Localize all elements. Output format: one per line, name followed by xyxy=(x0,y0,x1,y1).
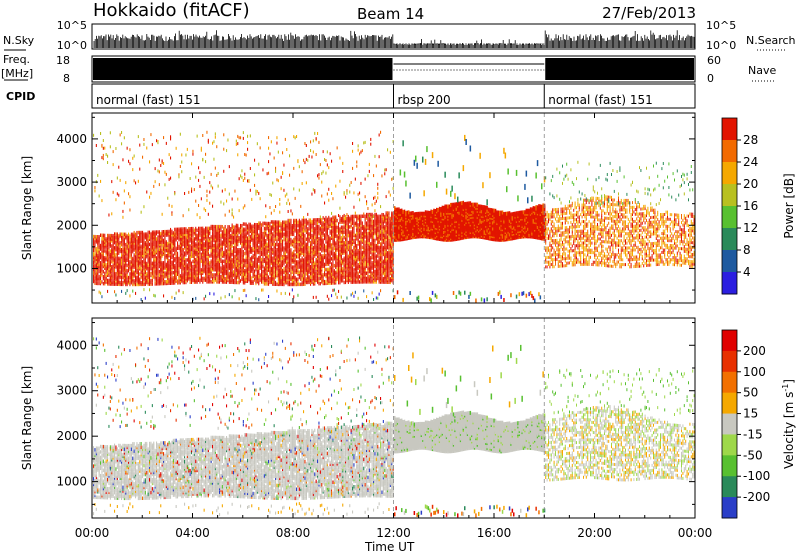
power-ytick-label: 4000 xyxy=(56,132,87,146)
colorbar-swatch xyxy=(722,118,737,141)
freq-unit: [MHz] xyxy=(1,67,33,80)
cpid-segment-label: normal (fast) 151 xyxy=(548,93,652,107)
colorbar-swatch xyxy=(722,434,737,456)
colorbar-tick-label: 200 xyxy=(743,344,766,358)
x-tick-label: 16:00 xyxy=(477,526,512,540)
colorbar-swatch xyxy=(722,455,737,477)
colorbar-swatch xyxy=(722,413,737,435)
nsky-label: N.Sky xyxy=(3,34,35,47)
cpid-segment-label: normal (fast) 151 xyxy=(96,93,200,107)
nsky-bars xyxy=(93,30,695,48)
nave-tick-top: 60 xyxy=(707,54,721,67)
x-axis-label: Time UT xyxy=(364,540,415,554)
colorbar-swatch xyxy=(722,228,737,251)
colorbar-tick-label: 50 xyxy=(743,386,758,400)
nsearch-label: N.Search xyxy=(746,34,796,47)
time-axis: 00:00 04:00 08:00 12:00 16:00 20:00 00:00 xyxy=(75,113,713,540)
colorbar-frame xyxy=(721,329,738,519)
plot-title: Hokkaido (fitACF) xyxy=(93,0,250,21)
date-label: 27/Feb/2013 xyxy=(602,4,696,22)
colorbar-label: Power [dB] xyxy=(782,173,796,238)
colorbar-label-text: Power [dB] xyxy=(782,173,796,238)
nsky-trace xyxy=(93,30,695,48)
freq-label: Freq. xyxy=(3,53,30,66)
velocity-colorbar: 200 100 50 15 -15 -50 -100 -200 Velocity [m s-1] xyxy=(721,329,796,519)
velocity-ytick-label: 2000 xyxy=(56,429,87,443)
colorbar-tick-label: 8 xyxy=(743,243,751,257)
colorbar-label-text: Velocity [m s xyxy=(782,392,796,469)
x-tick-label: 12:00 xyxy=(376,526,411,540)
power-ytick-label: 3000 xyxy=(56,175,87,189)
colorbar-swatch xyxy=(722,162,737,185)
colorbar-tick-label: 100 xyxy=(743,365,766,379)
power-colorbar: 28 24 20 16 12 8 4 Power [dB] xyxy=(721,117,796,295)
velocity-ylabel: Slant Range [km] xyxy=(20,366,34,470)
velocity-panel: 1000 2000 3000 4000 Slant Range [km] xyxy=(20,317,696,519)
power-ylabel: Slant Range [km] xyxy=(20,156,34,260)
colorbar-swatch xyxy=(722,497,737,519)
cpid-label: CPID xyxy=(6,90,35,103)
colorbar-tick-label: 24 xyxy=(743,155,758,169)
colorbar-swatch xyxy=(722,330,737,352)
freq-trace xyxy=(93,58,694,80)
colorbar-tick-label: -100 xyxy=(743,469,770,483)
colorbar-swatch xyxy=(722,250,737,273)
colorbar-label-close: ] xyxy=(782,379,796,384)
colorbar-tick-label: -200 xyxy=(743,490,770,504)
colorbar-swatch xyxy=(722,184,737,207)
nave-tick-bottom: 0 xyxy=(707,72,714,85)
nsky-tick-bottom: 10^0 xyxy=(57,39,87,52)
velocity-echo-cells xyxy=(93,336,695,518)
x-tick-label: 20:00 xyxy=(577,526,612,540)
freq-switching-block xyxy=(93,58,393,80)
freq-tick-bottom: 8 xyxy=(63,72,70,85)
nave-label: Nave xyxy=(748,64,776,77)
colorbar-tick-label: 20 xyxy=(743,177,758,191)
velocity-ytick-label: 4000 xyxy=(56,338,87,352)
cpid-segment-label: rbsp 200 xyxy=(398,93,451,107)
colorbar-label-exponent: -1 xyxy=(781,384,790,392)
colorbar-tick-label: 16 xyxy=(743,199,758,213)
colorbar-tick-label: 28 xyxy=(743,133,758,147)
freq-switching-block xyxy=(545,58,694,80)
colorbar-label: Velocity [m s-1] xyxy=(781,379,796,469)
colorbar-swatch xyxy=(722,371,737,394)
cpid-segments: normal (fast) 151 rbsp 200 normal (fast) 1… xyxy=(96,84,653,108)
colorbar-tick-label: -50 xyxy=(743,448,763,462)
power-ytick-label: 1000 xyxy=(56,261,87,275)
freq-tick-top: 18 xyxy=(56,54,70,67)
colorbar-tick-label: 12 xyxy=(743,221,758,235)
colorbar-tick-label: 4 xyxy=(743,265,751,279)
x-tick-label: 00:00 xyxy=(678,526,713,540)
colorbar-swatch xyxy=(722,476,737,498)
nsearch-tick-bottom: 10^0 xyxy=(706,39,736,52)
nsearch-tick-top: 10^5 xyxy=(706,19,736,32)
power-ytick-label: 2000 xyxy=(56,218,87,232)
x-tick-label: 00:00 xyxy=(75,526,110,540)
nsky-tick-top: 10^5 xyxy=(57,19,87,32)
velocity-ytick-label: 3000 xyxy=(56,384,87,398)
colorbar-tick-label: -15 xyxy=(743,427,763,441)
colorbar-swatch xyxy=(722,350,737,373)
velocity-ytick-label: 1000 xyxy=(56,475,87,489)
colorbar-swatch xyxy=(722,206,737,229)
x-tick-label: 04:00 xyxy=(175,526,210,540)
power-panel: 1000 2000 3000 4000 Slant Range [km] xyxy=(20,112,696,304)
colorbar-tick-label: 15 xyxy=(743,407,758,421)
colorbar-swatch xyxy=(722,272,737,295)
colorbar-swatch xyxy=(722,140,737,163)
nsky-panel-frame xyxy=(91,23,696,50)
power-echo-cells xyxy=(93,130,695,303)
beam-label: Beam 14 xyxy=(357,5,424,23)
freq-panel-frame xyxy=(91,55,696,83)
x-tick-label: 08:00 xyxy=(276,526,311,540)
colorbar-swatch xyxy=(722,392,737,415)
